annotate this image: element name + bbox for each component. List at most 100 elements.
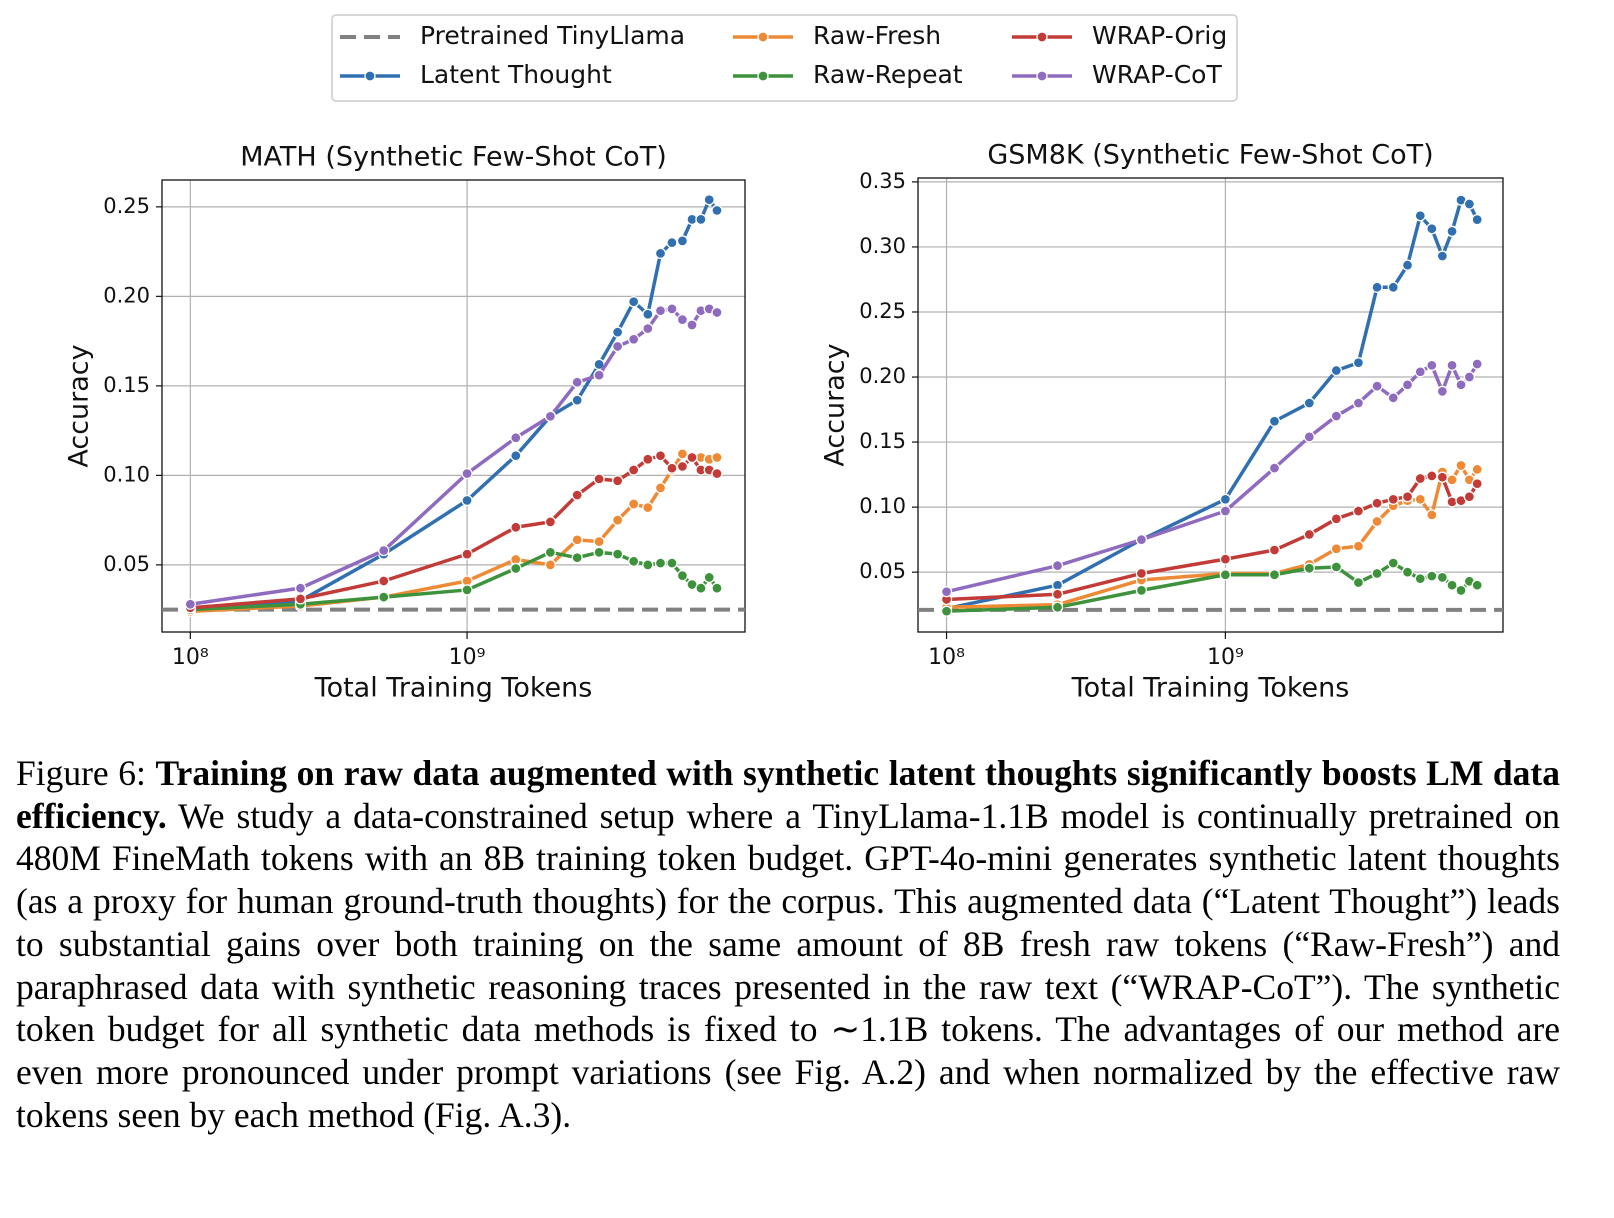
y-tick-label: 0.05	[103, 552, 150, 576]
series-line	[946, 198, 1479, 611]
point	[642, 501, 654, 514]
chart-title: GSM8K (Synthetic Few-Shot CoT)	[987, 140, 1433, 171]
y-axis-label: Accuracy	[64, 344, 95, 467]
point	[1219, 553, 1232, 565]
point	[642, 559, 654, 571]
point	[1426, 359, 1438, 371]
legend-label: Raw-Fresh	[813, 21, 941, 50]
legend-box	[331, 14, 1238, 102]
point	[611, 548, 624, 560]
point	[711, 306, 723, 319]
point	[628, 555, 640, 567]
point	[628, 333, 640, 345]
point	[593, 473, 605, 485]
point	[695, 213, 707, 226]
point	[461, 494, 473, 507]
point	[711, 204, 723, 217]
point	[940, 605, 953, 617]
point	[1352, 357, 1365, 369]
point	[1330, 513, 1342, 525]
point	[593, 535, 605, 548]
point	[544, 546, 557, 558]
point	[461, 467, 473, 480]
point	[1414, 210, 1426, 222]
point	[1352, 397, 1365, 409]
point	[1387, 392, 1399, 404]
caption: Figure 6: Training on raw data augmented…	[16, 752, 1560, 1136]
point	[1352, 576, 1365, 589]
point	[378, 575, 390, 587]
point	[1401, 566, 1414, 578]
point	[1219, 569, 1232, 581]
x-tick-label: 10⁸	[172, 645, 209, 670]
plot-frame	[161, 179, 746, 633]
point	[1268, 415, 1281, 427]
point	[695, 582, 707, 594]
point	[1219, 493, 1232, 505]
point	[1371, 281, 1383, 293]
point	[1352, 505, 1365, 517]
point	[1401, 259, 1414, 271]
x-tick-label: 10⁸	[928, 645, 965, 670]
caption-text: We study a data-constrained setup where …	[16, 795, 1561, 1135]
point	[1426, 470, 1438, 482]
point	[1426, 223, 1438, 235]
x-axis-label: Total Training Tokens	[1071, 673, 1350, 704]
point	[1463, 491, 1476, 503]
point	[654, 247, 667, 260]
series-line	[190, 452, 718, 614]
point	[1436, 385, 1449, 397]
point	[1268, 544, 1281, 556]
point	[378, 591, 390, 603]
point	[1303, 562, 1315, 574]
point	[1436, 571, 1449, 584]
legend-label: Pretrained TinyLlama	[420, 21, 685, 50]
legend-marker	[757, 70, 769, 82]
point	[1371, 497, 1383, 509]
point	[510, 432, 522, 444]
point	[1303, 528, 1315, 541]
y-tick-label: 0.30	[859, 234, 906, 258]
point	[1371, 515, 1383, 528]
point	[611, 514, 624, 526]
caption-bold: Training on raw data augmented with synt…	[16, 753, 1560, 836]
point	[1414, 573, 1426, 585]
plot-frame	[917, 177, 1504, 633]
point	[1463, 371, 1476, 383]
legend-label: Latent Thought	[420, 60, 612, 89]
point	[571, 489, 583, 501]
point	[676, 569, 689, 582]
point	[1455, 459, 1467, 472]
point	[1414, 366, 1426, 378]
point	[1471, 213, 1483, 226]
point	[1426, 570, 1438, 582]
point	[544, 410, 557, 422]
point	[184, 598, 196, 610]
point	[593, 369, 605, 381]
y-tick-label: 0.25	[859, 299, 906, 323]
point	[666, 557, 678, 569]
point	[1303, 397, 1315, 409]
point	[628, 498, 640, 510]
caption-label: Figure 6:	[16, 753, 146, 793]
point	[611, 326, 624, 338]
point	[642, 322, 654, 335]
legend-label: Raw-Repeat	[813, 60, 963, 89]
y-tick-label: 0.20	[859, 364, 906, 388]
legend-label: WRAP-CoT	[1092, 60, 1222, 89]
point	[676, 235, 689, 247]
point	[686, 451, 698, 464]
y-tick-label: 0.05	[859, 559, 906, 583]
point	[1471, 463, 1483, 476]
point	[1330, 410, 1342, 422]
legend-marker	[1036, 31, 1048, 43]
point	[628, 464, 640, 476]
point	[654, 557, 667, 569]
series-line	[946, 474, 1479, 602]
point	[1051, 601, 1064, 613]
point	[1436, 250, 1449, 262]
point	[461, 548, 473, 560]
series-line	[190, 197, 719, 612]
point	[611, 475, 624, 487]
